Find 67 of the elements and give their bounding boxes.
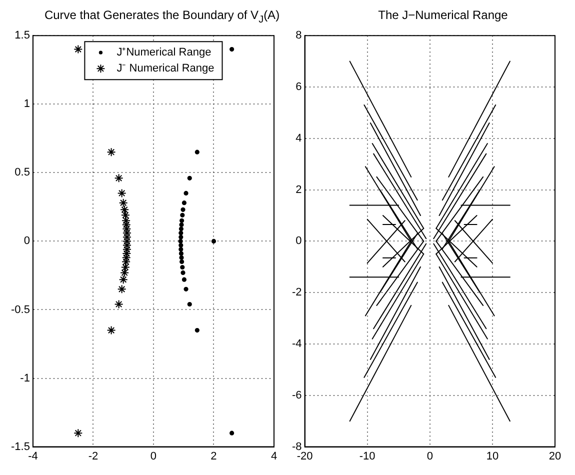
x-tick-label: -10 bbox=[359, 450, 376, 462]
point bbox=[180, 212, 185, 218]
x-tick-label: 0 bbox=[426, 450, 433, 462]
y-tick-label: 1 bbox=[24, 98, 30, 110]
point bbox=[180, 259, 184, 264]
x-tick-label: 0 bbox=[150, 450, 157, 462]
y-tick-label: -0.5 bbox=[10, 304, 30, 316]
legend-label: J⁻ Numerical Range bbox=[116, 62, 214, 75]
y-tick-label: -8 bbox=[292, 440, 302, 453]
point bbox=[187, 302, 192, 307]
point bbox=[114, 300, 124, 309]
y-tick-label: 0 bbox=[24, 235, 30, 248]
point bbox=[178, 243, 184, 248]
x-tick-label: 10 bbox=[486, 450, 499, 462]
y-tick-label: -2 bbox=[292, 286, 302, 299]
legend-label: J⁺Numerical Range bbox=[116, 46, 212, 59]
point bbox=[120, 262, 130, 272]
point bbox=[180, 207, 186, 212]
point bbox=[117, 284, 126, 294]
chart-title: Curve that Generates the Boundary of V$_{J}$(A) bbox=[43, 8, 281, 26]
x-tick-label: 20 bbox=[548, 450, 562, 462]
y-tick-label: 0.5 bbox=[14, 166, 30, 179]
point bbox=[230, 430, 234, 436]
point bbox=[114, 174, 124, 183]
point bbox=[106, 148, 116, 157]
point bbox=[194, 150, 200, 154]
point bbox=[211, 238, 216, 244]
point bbox=[118, 198, 128, 208]
point bbox=[187, 176, 192, 180]
point bbox=[230, 47, 234, 52]
y-tick-label: 1.5 bbox=[14, 30, 30, 42]
y-tick-label: -1.5 bbox=[10, 440, 30, 453]
y-tick-label: 0 bbox=[296, 235, 302, 248]
point bbox=[178, 247, 184, 252]
point bbox=[184, 286, 188, 292]
y-tick-label: -6 bbox=[292, 389, 302, 402]
y-tick-label: 2 bbox=[296, 184, 302, 196]
point bbox=[194, 328, 200, 333]
point bbox=[178, 230, 184, 236]
x-tick-label: 2 bbox=[210, 450, 217, 462]
point bbox=[74, 44, 83, 54]
point bbox=[180, 270, 186, 276]
point bbox=[120, 268, 130, 278]
y-tick-label: -4 bbox=[292, 338, 302, 350]
point bbox=[179, 255, 184, 260]
x-tick-label: 4 bbox=[270, 450, 278, 462]
point bbox=[118, 275, 128, 284]
point bbox=[180, 264, 185, 270]
point bbox=[184, 190, 188, 196]
chart-title: The J−Numerical Range bbox=[377, 8, 509, 24]
y-tick-label: -1 bbox=[20, 372, 30, 384]
y-tick-label: 6 bbox=[296, 81, 302, 94]
x-tick-label: -20 bbox=[296, 450, 313, 462]
point bbox=[179, 222, 184, 228]
point bbox=[74, 428, 83, 438]
y-tick-label: 8 bbox=[296, 30, 302, 42]
point bbox=[178, 234, 184, 240]
y-tick-label: 4 bbox=[296, 132, 302, 144]
point bbox=[178, 238, 183, 244]
point bbox=[180, 218, 184, 223]
point bbox=[182, 200, 187, 206]
point bbox=[106, 326, 116, 335]
point bbox=[117, 188, 126, 198]
point bbox=[178, 226, 184, 232]
point bbox=[182, 277, 187, 282]
x-tick-label: -2 bbox=[88, 450, 98, 462]
point bbox=[178, 251, 184, 256]
